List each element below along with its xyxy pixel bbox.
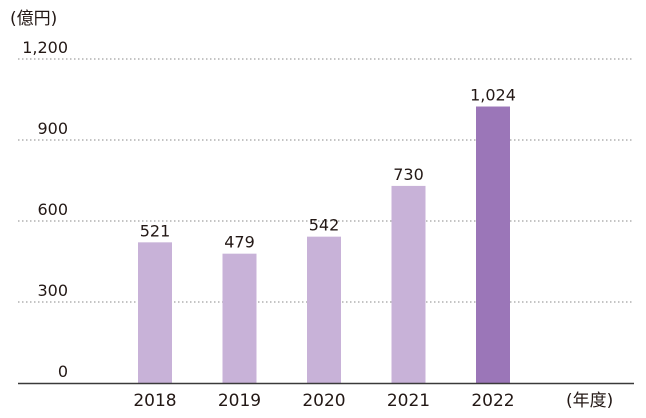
x-tick-labels: 2018 2019 2020 2021 2022 bbox=[133, 391, 514, 411]
value-label: 521 bbox=[140, 221, 171, 240]
x-tick-label: 2021 bbox=[387, 391, 430, 411]
value-label: 730 bbox=[393, 165, 424, 184]
value-label: 1,024 bbox=[470, 86, 516, 105]
y-tick-label: 900 bbox=[37, 119, 68, 138]
y-tick-label: 1,200 bbox=[22, 38, 68, 57]
bar bbox=[222, 253, 257, 383]
value-label: 542 bbox=[309, 216, 340, 235]
y-tick-label: 300 bbox=[37, 281, 68, 300]
y-tick-labels: 0 300 600 900 1,200 bbox=[22, 38, 68, 381]
bar bbox=[307, 236, 341, 383]
bar bbox=[391, 185, 426, 383]
x-tick-label: 2019 bbox=[218, 391, 261, 411]
x-tick-label: 2020 bbox=[302, 391, 345, 411]
x-unit-label: (年度) bbox=[566, 391, 613, 411]
bars bbox=[138, 106, 510, 384]
y-unit-label: (億円) bbox=[10, 9, 57, 29]
bar bbox=[138, 242, 172, 383]
value-labels: 521 479 542 730 1,024 bbox=[140, 86, 516, 252]
y-tick-label: 600 bbox=[37, 200, 68, 219]
x-tick-label: 2018 bbox=[133, 391, 176, 411]
y-tick-label: 0 bbox=[58, 362, 68, 381]
value-label: 479 bbox=[224, 233, 255, 252]
bar bbox=[476, 106, 510, 384]
x-tick-label: 2022 bbox=[471, 391, 514, 411]
